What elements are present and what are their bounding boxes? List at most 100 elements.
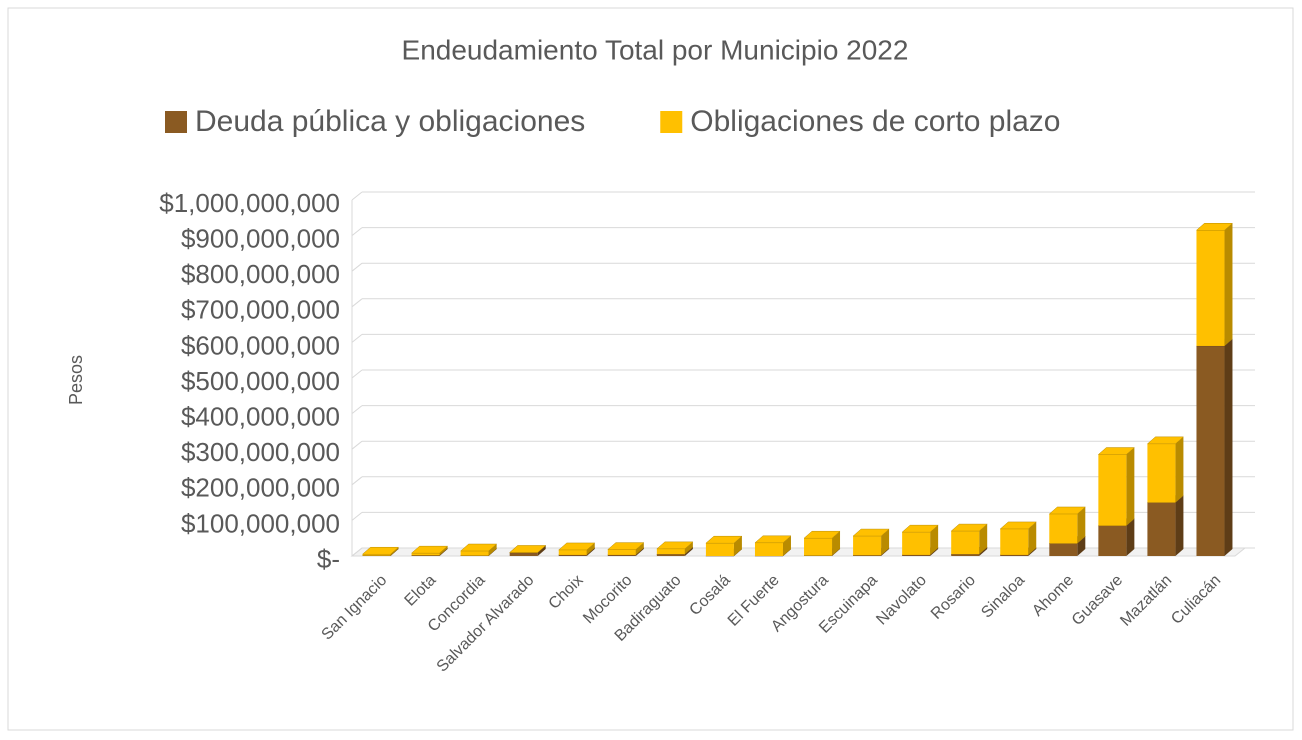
bar-side — [1028, 521, 1037, 555]
bar-side — [635, 542, 644, 555]
y-tick-label: $400,000,000 — [181, 401, 340, 431]
chart-title: Endeudamiento Total por Municipio 2022 — [402, 34, 909, 65]
bar-side — [1224, 338, 1233, 556]
bar-side — [1126, 518, 1135, 556]
bar-top — [852, 528, 890, 537]
bar-side — [488, 544, 497, 556]
bar — [1098, 454, 1127, 526]
bar — [902, 532, 931, 555]
bar-side — [1077, 536, 1086, 556]
bar — [853, 536, 882, 556]
bar-top — [1048, 506, 1086, 515]
grid-line-side — [351, 512, 363, 521]
bar-side — [733, 536, 742, 556]
bar — [951, 531, 980, 555]
bar-top — [361, 546, 400, 555]
y-tick-label: $700,000,000 — [181, 295, 340, 325]
bar-top — [607, 542, 645, 550]
bar-side — [684, 541, 693, 555]
bar — [902, 554, 931, 556]
y-tick-label: $200,000,000 — [181, 473, 340, 503]
bar — [509, 552, 538, 556]
legend-label: Obligaciones de corto plazo — [690, 105, 1060, 138]
y-tick-label: $600,000,000 — [181, 330, 340, 360]
bar — [1098, 525, 1127, 556]
bar — [1049, 513, 1078, 544]
bar — [804, 538, 833, 556]
y-tick-label: $- — [317, 544, 340, 574]
bar — [1196, 345, 1225, 556]
bar-top — [558, 542, 596, 551]
bar-side — [537, 545, 546, 556]
bar-top — [950, 523, 988, 532]
bar-top — [410, 545, 449, 554]
grid-line-side — [351, 369, 363, 379]
bar-side — [1175, 436, 1184, 503]
y-tick-label: $100,000,000 — [181, 508, 340, 538]
y-tick-label: $1,000,000,000 — [159, 188, 340, 218]
bar — [411, 553, 440, 556]
bar-side — [979, 524, 988, 555]
bar — [1196, 230, 1225, 346]
bar-top — [754, 535, 792, 544]
bar-side — [439, 546, 448, 556]
bar — [1000, 554, 1029, 556]
bar-side — [930, 525, 939, 555]
bar-top — [1097, 447, 1136, 455]
grid-line-side — [351, 440, 363, 450]
chart-border — [7, 7, 1294, 731]
y-axis-label: Pesos — [66, 355, 86, 405]
grid-line-side — [351, 191, 363, 201]
bar — [1000, 528, 1029, 555]
bar — [411, 555, 440, 556]
bar — [558, 549, 587, 555]
y-tick-label: $500,000,000 — [181, 366, 340, 396]
y-tick-label: $300,000,000 — [181, 437, 340, 467]
bar — [362, 554, 391, 556]
bar-side — [390, 547, 399, 556]
bar-side — [684, 547, 693, 556]
legend-swatch — [165, 111, 187, 133]
bar — [705, 543, 734, 556]
legend-label: Deuda pública y obligaciones — [195, 105, 585, 138]
bar-side — [979, 547, 988, 556]
bar-top — [656, 541, 694, 550]
bar — [656, 554, 685, 556]
bar-top — [999, 521, 1037, 530]
bar — [1147, 502, 1176, 556]
bar-top — [803, 530, 841, 539]
grid-line-side — [351, 262, 363, 272]
bar — [1147, 443, 1176, 503]
bar — [656, 548, 685, 555]
bar — [607, 554, 636, 556]
grid-line-side — [351, 547, 363, 557]
bar-side — [1126, 447, 1135, 526]
bar-top — [459, 543, 498, 552]
bar-top — [901, 524, 939, 533]
y-tick-label: $900,000,000 — [181, 223, 340, 253]
bar-side — [586, 542, 595, 555]
bar-side — [832, 531, 841, 556]
bar — [951, 554, 980, 556]
bar — [460, 551, 489, 556]
bar-side — [782, 535, 791, 556]
y-tick-label: $800,000,000 — [181, 259, 340, 289]
bar-side — [1175, 495, 1184, 556]
grid-line-side — [351, 476, 363, 486]
grid-line-side — [351, 298, 363, 308]
bar-top — [1146, 436, 1185, 445]
bar — [607, 549, 636, 555]
bar-top — [705, 535, 743, 544]
bar-side — [1224, 223, 1233, 346]
grid-line-side — [351, 227, 363, 236]
legend-swatch — [660, 111, 683, 133]
bar — [853, 555, 882, 556]
bar-side — [1077, 506, 1086, 544]
bar-side — [881, 529, 890, 556]
bar — [558, 554, 587, 556]
bar-top — [1195, 223, 1234, 231]
bar — [1049, 543, 1078, 556]
grid-line-side — [351, 334, 363, 343]
bar — [754, 542, 783, 556]
